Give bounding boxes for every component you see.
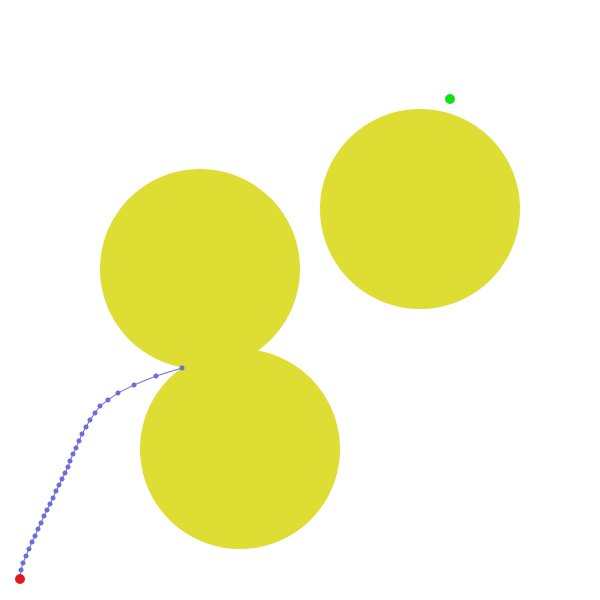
path-node — [179, 365, 185, 371]
obstacles — [100, 109, 520, 549]
path-node — [67, 458, 73, 464]
path-node — [23, 553, 29, 559]
path-node — [131, 382, 137, 388]
start-point — [15, 574, 25, 584]
path-node — [79, 431, 85, 437]
path-node — [50, 495, 56, 501]
path-node — [44, 507, 50, 513]
path-node — [153, 373, 159, 379]
path-node — [18, 567, 24, 573]
path-nodes — [18, 365, 185, 573]
path-node — [53, 488, 59, 494]
path-node — [92, 410, 98, 416]
obstacle-circle-left — [100, 169, 300, 369]
path-node — [47, 501, 53, 507]
path-node — [35, 526, 41, 532]
obstacle-circle-bottom — [140, 349, 340, 549]
path-node — [20, 560, 26, 566]
path-node — [115, 390, 121, 396]
path-node — [29, 539, 35, 545]
path-node — [70, 451, 76, 457]
path-node — [59, 476, 65, 482]
goal-point — [445, 94, 455, 104]
path-node — [38, 520, 44, 526]
path-node — [83, 424, 89, 430]
path-node — [32, 533, 38, 539]
path-node — [65, 464, 71, 470]
path-node — [56, 482, 62, 488]
path-node — [105, 397, 111, 403]
path-node — [76, 438, 82, 444]
path-node — [62, 470, 68, 476]
path-node — [26, 546, 32, 552]
obstacle-circle-right — [320, 109, 520, 309]
path-node — [41, 513, 47, 519]
planned-path — [18, 365, 185, 580]
path-node — [97, 403, 103, 409]
path-node — [73, 445, 79, 451]
path-node — [87, 417, 93, 423]
